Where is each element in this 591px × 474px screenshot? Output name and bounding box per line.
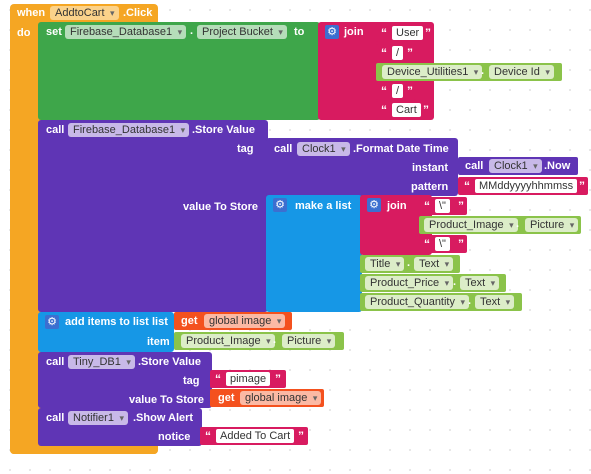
text-value-slash-1[interactable]: / xyxy=(392,46,404,60)
mutator-gear-icon[interactable]: ⚙ xyxy=(325,25,339,39)
join-label: join xyxy=(344,26,364,38)
tag-socket-label: tag xyxy=(183,375,200,387)
open-quote: “ xyxy=(205,429,211,443)
get-label: get xyxy=(181,315,198,327)
store-value-method-label: .Store Value xyxy=(192,124,255,136)
dot-label: . xyxy=(481,65,485,77)
close-quote: ” xyxy=(579,179,585,193)
picture-property-dropdown[interactable]: Picture xyxy=(282,334,336,348)
tag-socket-label: tag xyxy=(237,143,254,155)
open-quote: “ xyxy=(424,199,430,213)
instant-socket-label: instant xyxy=(412,162,449,174)
pattern-socket-label: pattern xyxy=(411,181,449,193)
mutator-gear-icon[interactable]: ⚙ xyxy=(45,315,59,329)
get-label: get xyxy=(218,392,235,404)
text-property-dropdown[interactable]: Text xyxy=(460,276,500,290)
open-quote: “ xyxy=(424,237,430,251)
close-quote: ” xyxy=(458,237,464,251)
open-quote: “ xyxy=(381,84,387,98)
value-to-store-socket-label: value To Store xyxy=(129,394,204,406)
text-property-dropdown[interactable]: Text xyxy=(475,295,515,309)
dot-label: . xyxy=(190,25,194,37)
item-socket-label: item xyxy=(147,336,170,348)
notice-socket-label: notice xyxy=(158,431,191,443)
store-value-method-label: .Store Value xyxy=(138,356,201,368)
call-label: call xyxy=(46,412,65,424)
tinydb-component-dropdown[interactable]: Tiny_DB1 xyxy=(68,355,135,369)
dot-label: . xyxy=(407,257,411,269)
event-name-label: .Click xyxy=(123,7,153,19)
close-quote: ” xyxy=(275,372,281,386)
mutator-gear-icon[interactable]: ⚙ xyxy=(367,198,381,212)
close-quote: ” xyxy=(407,46,413,60)
show-alert-method-label: .Show Alert xyxy=(133,412,194,424)
title-component-dropdown[interactable]: Title xyxy=(365,257,405,271)
notifier-component-dropdown[interactable]: Notifier1 xyxy=(68,411,128,425)
text-value-added-to-cart[interactable]: Added To Cart xyxy=(216,429,295,443)
text-value-slash-2[interactable]: / xyxy=(392,84,404,98)
open-quote: “ xyxy=(381,26,387,40)
product-price-component-dropdown[interactable]: Product_Price xyxy=(365,276,454,290)
open-quote: “ xyxy=(381,103,387,117)
text-value-pimage[interactable]: pimage xyxy=(226,372,271,386)
product-image-component-dropdown[interactable]: Product_Image xyxy=(424,218,518,232)
mutator-gear-icon[interactable]: ⚙ xyxy=(273,198,287,212)
now-method-label: .Now xyxy=(544,160,571,172)
open-quote: “ xyxy=(215,372,221,386)
add-items-to-list-block[interactable] xyxy=(38,312,174,352)
firebase-component-dropdown[interactable]: Firebase_Database1 xyxy=(68,123,190,137)
text-property-dropdown[interactable]: Text xyxy=(414,257,454,271)
product-quantity-component-dropdown[interactable]: Product_Quantity xyxy=(365,295,469,309)
text-value-open-escape[interactable]: \" xyxy=(435,199,450,213)
make-a-list-block[interactable] xyxy=(266,195,362,312)
firebase-store-value-block[interactable] xyxy=(38,120,268,312)
open-quote: “ xyxy=(464,179,470,193)
open-quote: “ xyxy=(381,46,387,60)
text-value-user[interactable]: User xyxy=(392,26,424,40)
close-quote: ” xyxy=(425,26,431,40)
make-a-list-label: make a list xyxy=(295,200,352,212)
format-datetime-method-label: .Format Date Time xyxy=(353,143,449,155)
device-component-dropdown[interactable]: Device_Utilities1 xyxy=(382,65,483,79)
call-label: call xyxy=(46,124,65,136)
close-quote: ” xyxy=(298,429,304,443)
dot-label: . xyxy=(516,218,520,230)
clock-component-dropdown[interactable]: Clock1 xyxy=(297,142,350,156)
value-to-store-socket-label: value To Store xyxy=(183,201,258,213)
clock-now-component-dropdown[interactable]: Clock1 xyxy=(489,159,542,173)
global-image-dropdown[interactable]: global image xyxy=(240,391,322,405)
picture-property-dropdown[interactable]: Picture xyxy=(525,218,579,232)
close-quote: ” xyxy=(423,103,429,117)
event-do-label: do xyxy=(17,27,31,39)
call-label: call xyxy=(274,143,293,155)
call-label: call xyxy=(46,356,65,368)
set-to-label: to xyxy=(294,26,305,38)
dot-label: . xyxy=(453,276,457,288)
set-label: set xyxy=(46,26,62,38)
text-value-pattern[interactable]: MMddyyyyhhmmss xyxy=(475,179,578,193)
event-when-label: when xyxy=(17,7,46,19)
set-property-dropdown[interactable]: Project Bucket xyxy=(197,25,287,39)
join-label: join xyxy=(387,200,407,212)
device-property-dropdown[interactable]: Device Id xyxy=(489,65,554,79)
event-component-dropdown[interactable]: AddtoCart xyxy=(50,6,119,20)
add-items-label: add items to list xyxy=(65,316,149,328)
list-socket-label: list xyxy=(152,316,168,328)
dot-label: . xyxy=(468,295,472,307)
dot-label: . xyxy=(273,334,277,346)
set-component-dropdown[interactable]: Firebase_Database1 xyxy=(65,25,187,39)
call-label: call xyxy=(465,160,484,172)
text-value-cart[interactable]: Cart xyxy=(392,103,421,117)
product-image-component-dropdown[interactable]: Product_Image xyxy=(181,334,275,348)
close-quote: ” xyxy=(407,84,413,98)
text-value-close-escape[interactable]: \" xyxy=(435,237,450,251)
close-quote: ” xyxy=(458,199,464,213)
global-image-dropdown[interactable]: global image xyxy=(204,314,286,328)
